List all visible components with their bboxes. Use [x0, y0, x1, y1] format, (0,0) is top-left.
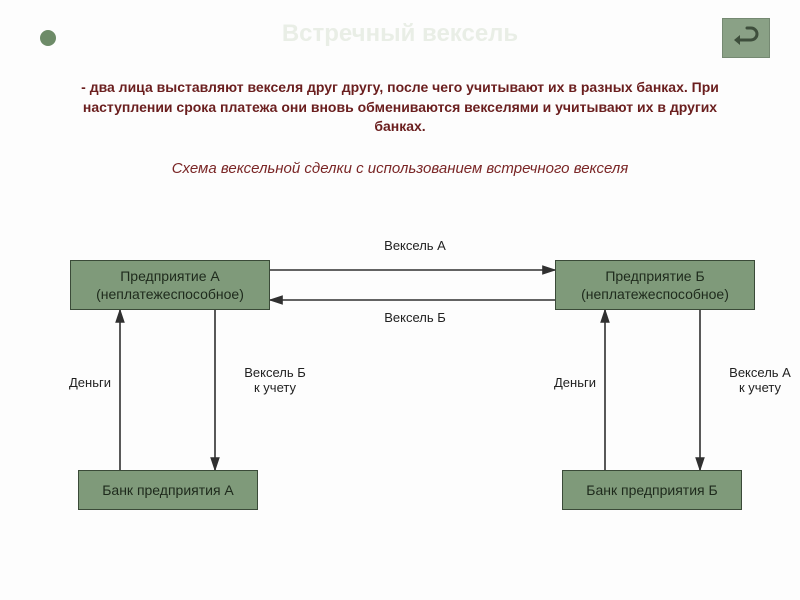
return-button[interactable] [722, 18, 770, 58]
flowchart-diagram: Предприятие А (неплатежеспособное) Предпр… [0, 210, 800, 570]
flowchart-node-bankB: Банк предприятия Б [562, 470, 742, 510]
return-icon [731, 26, 761, 50]
page-title: Встречный вексель [0, 20, 800, 48]
edge-label-1: Вексель Б [370, 310, 460, 325]
flowchart-node-bankA: Банк предприятия А [78, 470, 258, 510]
edge-label-5: Деньги [540, 375, 610, 390]
edge-label-4: Вексель А к учету [710, 365, 800, 395]
flowchart-node-entB: Предприятие Б (неплатежеспособное) [555, 260, 755, 310]
edge-label-0: Вексель А [370, 238, 460, 253]
edge-label-2: Вексель Б к учету [225, 365, 325, 395]
edge-label-3: Деньги [55, 375, 125, 390]
flowchart-node-entA: Предприятие А (неплатежеспособное) [70, 260, 270, 310]
description-text: - два лица выставляют векселя друг другу… [80, 78, 720, 137]
slide: Встречный вексель - два лица выставляют … [0, 0, 800, 600]
diagram-subtitle: Схема вексельной сделки с использованием… [0, 160, 800, 177]
